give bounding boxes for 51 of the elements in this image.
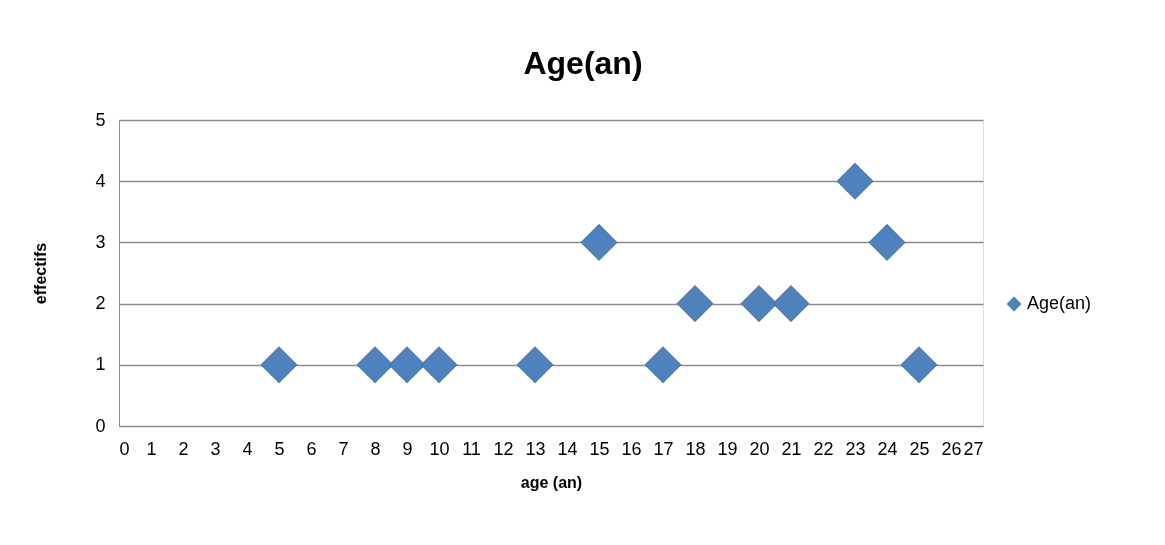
point	[772, 285, 810, 323]
y-axis-title: effectifs	[32, 242, 50, 305]
x-tick-label: 25	[909, 438, 930, 459]
x-tick-label: 2	[178, 438, 189, 459]
x-tick-label: 1	[146, 438, 157, 459]
x-tick-label: 19	[717, 438, 738, 459]
x-tick-label: 24	[877, 438, 898, 459]
chart-title: Age(an)	[523, 45, 643, 81]
y-tick-label: 5	[95, 109, 106, 130]
x-tick-label: 21	[781, 438, 802, 459]
x-axis-title: age (an)	[520, 473, 583, 491]
x-tick-label: 7	[338, 438, 349, 459]
x-tick-label: 23	[845, 438, 866, 459]
y-tick-label: 3	[95, 231, 106, 252]
point	[388, 346, 426, 384]
point	[420, 346, 458, 384]
x-tick-label: 12	[493, 438, 514, 459]
x-tick-label: 17	[653, 438, 674, 459]
x-tick-label: 4	[242, 438, 253, 459]
x-tick-label: 27	[963, 438, 984, 459]
y-tick-label: 1	[95, 354, 106, 375]
x-tick-label: 22	[813, 438, 834, 459]
x-tick-label: 0	[119, 438, 130, 459]
point	[356, 346, 394, 384]
x-tick-label: 16	[621, 438, 642, 459]
y-tick-label: 2	[95, 293, 106, 314]
x-tick-label: 6	[306, 438, 317, 459]
x-tick-label: 20	[749, 438, 770, 459]
point	[740, 285, 778, 323]
point	[516, 346, 554, 384]
x-tick-label: 3	[210, 438, 221, 459]
x-tick-label: 26	[941, 438, 962, 459]
x-tick-label: 11	[462, 438, 481, 459]
x-tick-label: 18	[685, 438, 706, 459]
x-tick-label: 13	[525, 438, 546, 459]
x-tick-label: 10	[429, 438, 450, 459]
point	[900, 346, 938, 384]
x-tick-label: 5	[274, 438, 285, 459]
legend-label: Age(an)	[1027, 293, 1092, 313]
x-tick-label: 9	[402, 438, 413, 459]
y-tick-label: 4	[95, 170, 106, 191]
point	[260, 346, 298, 384]
x-tick-label: 14	[557, 438, 578, 459]
x-tick-label: 15	[589, 438, 610, 459]
x-tick-label: 8	[370, 438, 381, 459]
point	[868, 223, 906, 261]
y-tick-label: 0	[95, 415, 106, 436]
point	[836, 162, 874, 200]
point	[676, 285, 714, 323]
point	[580, 223, 618, 261]
point	[644, 346, 682, 384]
